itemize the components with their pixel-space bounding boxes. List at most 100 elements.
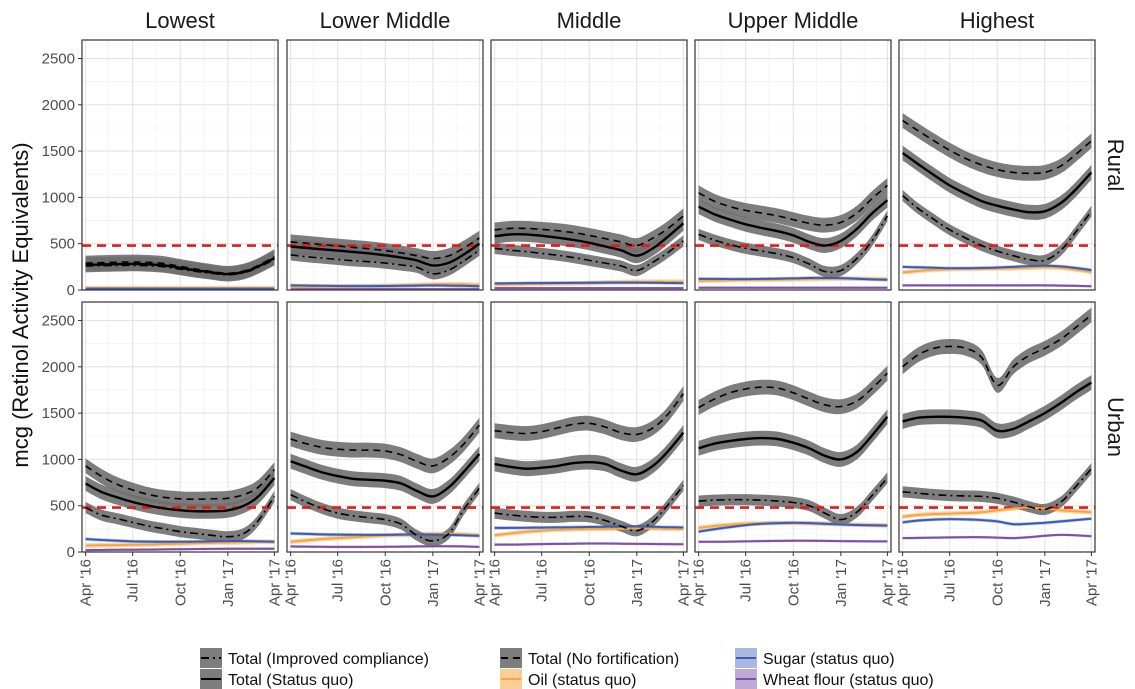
ribbon-nofort bbox=[698, 365, 888, 415]
legend-swatch bbox=[200, 648, 222, 668]
panel-border bbox=[81, 39, 279, 291]
legend-label: Sugar (status quo) bbox=[763, 651, 895, 668]
y-tick-label: 1500 bbox=[42, 405, 75, 422]
facet-strips: Lowest Lower Middle Middle Upper Middle High… bbox=[145, 8, 1128, 457]
x-tick-label: Jan '17 bbox=[220, 559, 237, 607]
panel-urban-middle bbox=[490, 301, 688, 553]
x-tick-label: Jul '16 bbox=[534, 559, 551, 602]
panel-rural-upper-middle bbox=[694, 39, 892, 291]
x-tick-label: Apr '16 bbox=[78, 559, 95, 606]
x-tick-label: Jan '17 bbox=[425, 559, 442, 607]
ribbon-nofort bbox=[902, 307, 1092, 393]
x-tick-label: Apr '16 bbox=[487, 559, 504, 606]
x-tick-label: Apr '17 bbox=[1083, 559, 1100, 606]
x-tick-label: Apr '17 bbox=[675, 559, 692, 606]
legend-item-improved: Total (Improved compliance) bbox=[200, 648, 429, 668]
x-tick-label: Jan '17 bbox=[833, 559, 850, 607]
y-tick-label: 2000 bbox=[42, 359, 75, 376]
x-tick-label: Jan '17 bbox=[1037, 559, 1054, 607]
ribbon-status bbox=[494, 215, 684, 264]
ribbon-improved bbox=[698, 210, 888, 278]
strip-label-lowest: Lowest bbox=[145, 8, 215, 33]
y-tick-label: 500 bbox=[50, 236, 75, 253]
panel-urban-lowest bbox=[81, 301, 279, 553]
legend-label: Total (Status quo) bbox=[228, 672, 353, 689]
line-wheat bbox=[494, 542, 684, 546]
line-improved bbox=[902, 468, 1093, 511]
legend: Total (Improved compliance) Total (No for… bbox=[200, 648, 934, 689]
line-improved bbox=[698, 215, 889, 274]
x-tick-label: Oct '16 bbox=[785, 559, 802, 606]
panel-rural-highest bbox=[898, 39, 1096, 291]
ribbon-status bbox=[698, 409, 888, 467]
x-tick-label: Apr '17 bbox=[471, 559, 488, 606]
legend-item-wheat: Wheat flour (status quo) bbox=[735, 669, 934, 689]
line-status bbox=[85, 477, 276, 513]
x-tick-label: Apr '16 bbox=[283, 559, 300, 606]
panel-border bbox=[490, 39, 688, 291]
strip-label-rural: Rural bbox=[1103, 139, 1128, 192]
x-tick-label: Jul '16 bbox=[330, 559, 347, 602]
line-sugar bbox=[494, 525, 684, 529]
line-status bbox=[85, 257, 275, 276]
line-sugar bbox=[290, 284, 480, 288]
strip-label-lower-middle: Lower Middle bbox=[320, 8, 451, 33]
y-tick-label: 0 bbox=[67, 544, 75, 561]
legend-label: Total (No fortification) bbox=[528, 651, 679, 668]
line-nofort bbox=[902, 314, 1092, 387]
legend-swatch bbox=[500, 648, 522, 668]
line-wheat bbox=[902, 533, 1092, 540]
y-tick-label: 0 bbox=[67, 282, 75, 299]
y-tick-label: 1000 bbox=[42, 451, 75, 468]
line-nofort bbox=[698, 184, 888, 227]
y-axis-title: mcg (Retinol Activity Equivalents) bbox=[8, 142, 33, 467]
x-tick-label: Jul '16 bbox=[125, 559, 142, 602]
line-status bbox=[698, 416, 889, 461]
panel-rural-lowest bbox=[81, 39, 279, 291]
line-status bbox=[290, 453, 481, 498]
y-tick-label: 1500 bbox=[42, 143, 75, 160]
line-improved bbox=[494, 240, 684, 272]
panel-urban-lower-middle bbox=[286, 301, 484, 553]
line-improved bbox=[290, 487, 481, 542]
x-tick-label: Oct '16 bbox=[581, 559, 598, 606]
line-oil bbox=[902, 506, 1092, 518]
ribbon-status bbox=[698, 192, 888, 254]
x-tick-label: Oct '16 bbox=[989, 559, 1006, 606]
line-oil bbox=[494, 527, 684, 537]
legend-item-oil: Oil (status quo) bbox=[500, 669, 636, 689]
ribbon-improved bbox=[698, 472, 888, 526]
ribbon-nofort bbox=[494, 208, 684, 254]
legend-label: Wheat flour (status quo) bbox=[763, 672, 934, 689]
ribbon-status bbox=[902, 375, 1092, 439]
ribbon-improved bbox=[290, 482, 480, 547]
y-tick-label: 500 bbox=[50, 498, 75, 515]
ribbon-nofort bbox=[494, 386, 684, 443]
panel-rural-lower-middle bbox=[286, 39, 484, 291]
line-improved bbox=[494, 484, 685, 532]
x-tick-label: Apr '17 bbox=[879, 559, 896, 606]
line-status bbox=[494, 431, 685, 476]
x-tick-label: Apr '16 bbox=[895, 559, 912, 606]
panel-border bbox=[694, 39, 892, 291]
panel-urban-highest bbox=[898, 301, 1096, 553]
ribbon-nofort bbox=[902, 113, 1092, 181]
line-status bbox=[902, 381, 1093, 433]
panels-layer bbox=[81, 39, 1096, 553]
ribbon-improved bbox=[494, 235, 684, 277]
ribbon-improved bbox=[494, 479, 684, 537]
legend-label: Total (Improved compliance) bbox=[228, 651, 429, 668]
line-improved bbox=[698, 477, 889, 521]
line-improved bbox=[85, 258, 275, 276]
x-tick-label: Jul '16 bbox=[738, 559, 755, 602]
line-sugar bbox=[902, 264, 1092, 272]
legend-item-nofort: Total (No fortification) bbox=[500, 648, 679, 668]
line-status bbox=[290, 242, 481, 267]
panel-border bbox=[898, 39, 1096, 291]
legend-label: Oil (status quo) bbox=[528, 672, 636, 689]
line-sugar bbox=[494, 281, 684, 285]
line-sugar bbox=[85, 538, 275, 543]
strip-label-urban: Urban bbox=[1103, 397, 1128, 457]
panel-rural-middle bbox=[490, 39, 688, 291]
x-tick-label: Jan '17 bbox=[629, 559, 646, 607]
